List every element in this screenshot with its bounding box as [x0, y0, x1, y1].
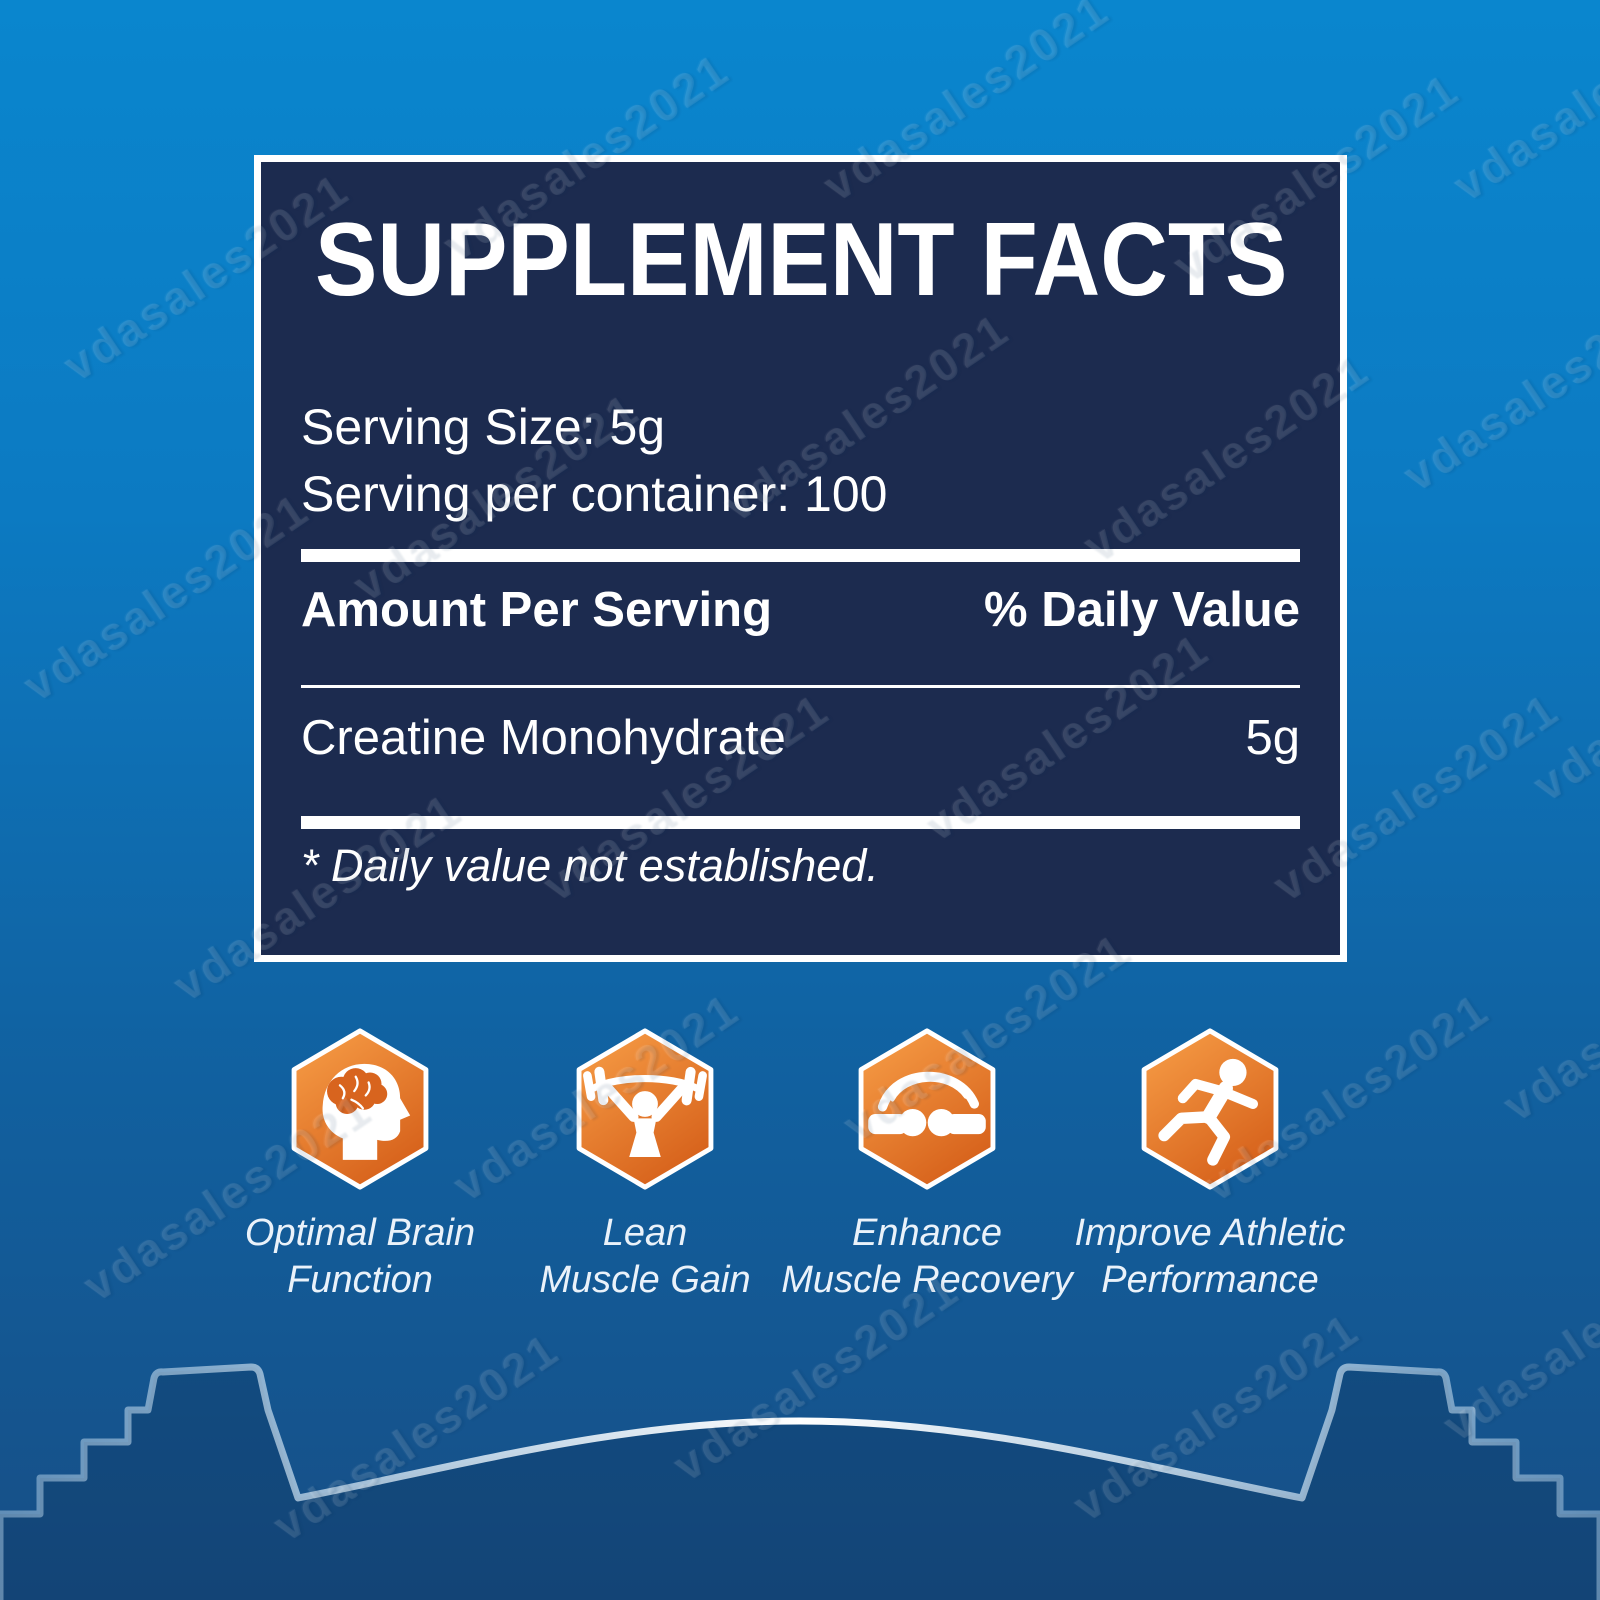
thick-divider-bottom — [301, 816, 1300, 829]
benefit-athletic-performance: Improve Athletic Performance — [1050, 1028, 1370, 1304]
watermark-text: vdasales2021 — [1493, 902, 1600, 1132]
thin-divider — [301, 685, 1300, 688]
daily-value-header: % Daily Value — [984, 583, 1300, 637]
supplement-facts-panel: SUPPLEMENT FACTS Serving Size: 5g Servin… — [254, 155, 1347, 962]
watermark-text: vdasales2021 — [1523, 582, 1600, 812]
thick-divider-top — [301, 549, 1300, 562]
table-row: Creatine Monohydrate 5g — [301, 710, 1300, 766]
benefit-muscle-recovery: Enhance Muscle Recovery — [767, 1028, 1087, 1304]
daily-value-footnote: * Daily value not established. — [301, 840, 879, 891]
amount-per-serving-header: Amount Per Serving — [301, 583, 773, 637]
panel-title: SUPPLEMENT FACTS — [314, 202, 1288, 318]
benefit-label: Optimal Brain Function — [244, 1212, 476, 1301]
skyline-decoration — [0, 1363, 1600, 1600]
watermark-text: vdasales2021 — [1443, 0, 1600, 212]
benefit-label: Lean Muscle Gain — [539, 1212, 751, 1301]
weightlifter-icon — [576, 1028, 714, 1190]
ingredient-name: Creatine Monohydrate — [301, 711, 786, 765]
benefit-brain-function: Optimal Brain Function — [200, 1028, 520, 1304]
benefit-label: Enhance Muscle Recovery — [781, 1212, 1073, 1301]
runner-icon — [1141, 1028, 1279, 1190]
knee-recovery-icon — [858, 1028, 996, 1190]
ingredient-amount: 5g — [1245, 711, 1300, 765]
benefit-label: Improve Athletic Performance — [1074, 1212, 1346, 1301]
serving-info: Serving Size: 5g Serving per container: … — [301, 394, 887, 528]
brain-icon — [291, 1028, 429, 1190]
facts-header-row: Amount Per Serving % Daily Value — [301, 582, 1300, 638]
serving-size-text: Serving Size: 5g — [301, 399, 666, 455]
benefit-muscle-gain: Lean Muscle Gain — [485, 1028, 805, 1304]
servings-per-container-text: Serving per container: 100 — [301, 466, 888, 522]
watermark-text: vdasales2021 — [1393, 272, 1600, 502]
